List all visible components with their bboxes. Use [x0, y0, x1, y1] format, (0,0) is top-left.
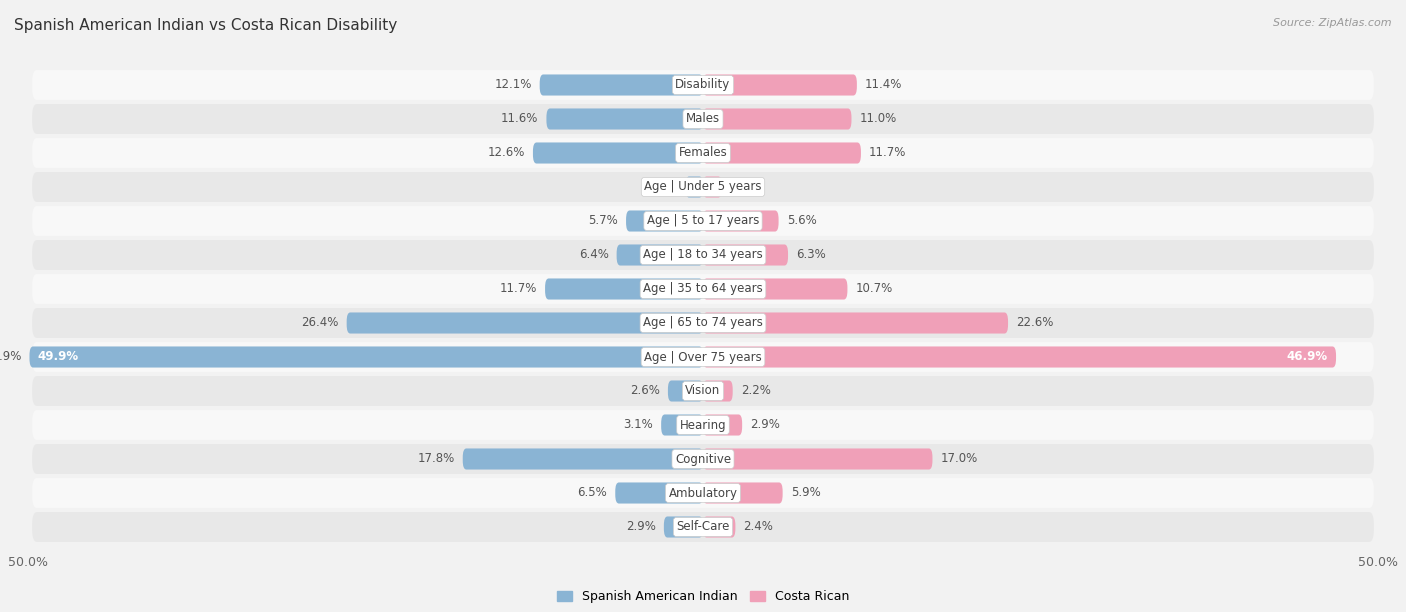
FancyBboxPatch shape — [703, 517, 735, 537]
Text: Source: ZipAtlas.com: Source: ZipAtlas.com — [1274, 18, 1392, 28]
Text: 2.9%: 2.9% — [751, 419, 780, 431]
Text: Cognitive: Cognitive — [675, 452, 731, 466]
FancyBboxPatch shape — [30, 346, 703, 368]
Text: Females: Females — [679, 146, 727, 160]
Legend: Spanish American Indian, Costa Rican: Spanish American Indian, Costa Rican — [557, 591, 849, 603]
FancyBboxPatch shape — [546, 278, 703, 299]
FancyBboxPatch shape — [463, 449, 703, 469]
FancyBboxPatch shape — [32, 478, 1374, 508]
FancyBboxPatch shape — [703, 313, 1008, 334]
FancyBboxPatch shape — [32, 444, 1374, 474]
FancyBboxPatch shape — [626, 211, 703, 231]
Text: 49.9%: 49.9% — [38, 351, 79, 364]
Text: 10.7%: 10.7% — [855, 283, 893, 296]
Text: Age | 65 to 74 years: Age | 65 to 74 years — [643, 316, 763, 329]
FancyBboxPatch shape — [703, 244, 787, 266]
FancyBboxPatch shape — [703, 381, 733, 401]
Text: 46.9%: 46.9% — [1286, 351, 1327, 364]
FancyBboxPatch shape — [703, 176, 721, 198]
FancyBboxPatch shape — [32, 376, 1374, 406]
FancyBboxPatch shape — [32, 240, 1374, 270]
Text: 11.0%: 11.0% — [859, 113, 897, 125]
Text: Age | 5 to 17 years: Age | 5 to 17 years — [647, 214, 759, 228]
Text: Disability: Disability — [675, 78, 731, 92]
Text: 11.7%: 11.7% — [869, 146, 907, 160]
Text: 11.4%: 11.4% — [865, 78, 903, 92]
FancyBboxPatch shape — [686, 176, 703, 198]
Text: 1.3%: 1.3% — [648, 181, 678, 193]
Text: 49.9%: 49.9% — [0, 351, 21, 364]
Text: 12.1%: 12.1% — [494, 78, 531, 92]
Text: Hearing: Hearing — [679, 419, 727, 431]
Text: Ambulatory: Ambulatory — [668, 487, 738, 499]
FancyBboxPatch shape — [703, 143, 860, 163]
FancyBboxPatch shape — [616, 482, 703, 504]
FancyBboxPatch shape — [32, 342, 1374, 372]
FancyBboxPatch shape — [32, 138, 1374, 168]
Text: 2.6%: 2.6% — [630, 384, 659, 398]
FancyBboxPatch shape — [32, 172, 1374, 202]
Text: 2.9%: 2.9% — [626, 520, 655, 534]
FancyBboxPatch shape — [703, 414, 742, 436]
Text: Vision: Vision — [685, 384, 721, 398]
Text: Age | 18 to 34 years: Age | 18 to 34 years — [643, 248, 763, 261]
Text: 22.6%: 22.6% — [1017, 316, 1053, 329]
Text: 3.1%: 3.1% — [623, 419, 652, 431]
Text: 5.9%: 5.9% — [790, 487, 821, 499]
FancyBboxPatch shape — [32, 410, 1374, 440]
FancyBboxPatch shape — [32, 206, 1374, 236]
Text: Age | Over 75 years: Age | Over 75 years — [644, 351, 762, 364]
Text: 6.5%: 6.5% — [578, 487, 607, 499]
FancyBboxPatch shape — [32, 512, 1374, 542]
Text: 26.4%: 26.4% — [301, 316, 339, 329]
Text: 11.6%: 11.6% — [501, 113, 538, 125]
Text: 6.3%: 6.3% — [796, 248, 825, 261]
FancyBboxPatch shape — [540, 75, 703, 95]
FancyBboxPatch shape — [32, 274, 1374, 304]
FancyBboxPatch shape — [703, 346, 1336, 368]
FancyBboxPatch shape — [703, 108, 852, 130]
FancyBboxPatch shape — [547, 108, 703, 130]
FancyBboxPatch shape — [703, 75, 856, 95]
FancyBboxPatch shape — [347, 313, 703, 334]
Text: 17.8%: 17.8% — [418, 452, 454, 466]
FancyBboxPatch shape — [668, 381, 703, 401]
Text: Males: Males — [686, 113, 720, 125]
Text: 5.7%: 5.7% — [588, 214, 619, 228]
FancyBboxPatch shape — [661, 414, 703, 436]
FancyBboxPatch shape — [617, 244, 703, 266]
Text: 12.6%: 12.6% — [488, 146, 524, 160]
Text: 6.4%: 6.4% — [579, 248, 609, 261]
Text: Self-Care: Self-Care — [676, 520, 730, 534]
Text: Spanish American Indian vs Costa Rican Disability: Spanish American Indian vs Costa Rican D… — [14, 18, 398, 34]
FancyBboxPatch shape — [703, 482, 783, 504]
Text: 17.0%: 17.0% — [941, 452, 977, 466]
Text: 11.7%: 11.7% — [499, 283, 537, 296]
Text: 2.4%: 2.4% — [744, 520, 773, 534]
FancyBboxPatch shape — [664, 517, 703, 537]
FancyBboxPatch shape — [703, 278, 848, 299]
Text: 2.2%: 2.2% — [741, 384, 770, 398]
FancyBboxPatch shape — [32, 104, 1374, 134]
FancyBboxPatch shape — [32, 70, 1374, 100]
FancyBboxPatch shape — [533, 143, 703, 163]
FancyBboxPatch shape — [32, 308, 1374, 338]
Text: Age | Under 5 years: Age | Under 5 years — [644, 181, 762, 193]
Text: 5.6%: 5.6% — [787, 214, 817, 228]
Text: 1.4%: 1.4% — [730, 181, 759, 193]
FancyBboxPatch shape — [703, 449, 932, 469]
Text: Age | 35 to 64 years: Age | 35 to 64 years — [643, 283, 763, 296]
FancyBboxPatch shape — [703, 211, 779, 231]
